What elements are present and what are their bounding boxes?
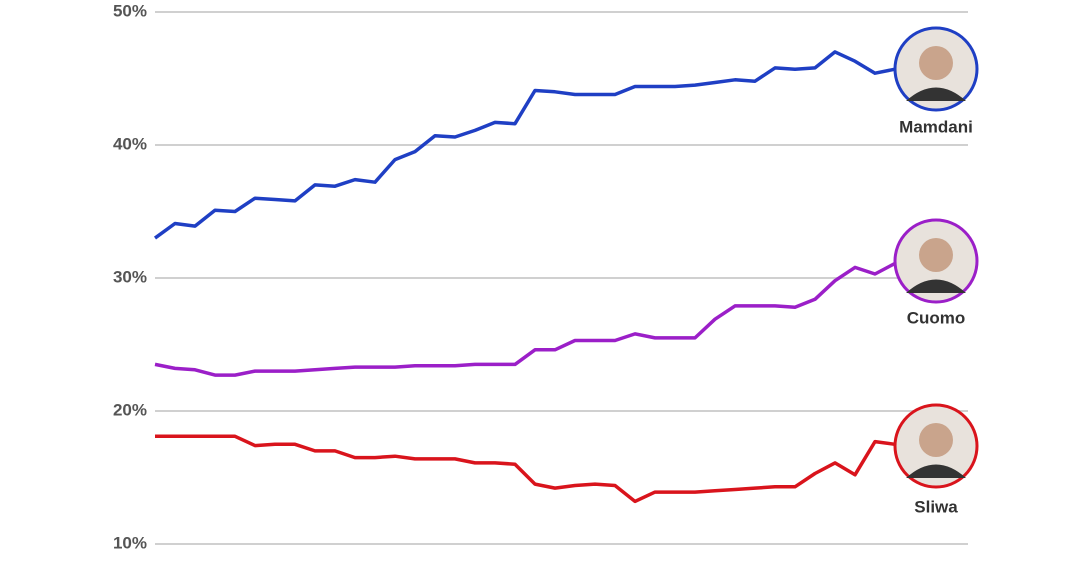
y-tick-label: 20% <box>113 400 147 419</box>
series-line <box>153 50 896 240</box>
series-line <box>155 434 896 504</box>
series-label: Sliwa <box>914 497 958 516</box>
avatar-head <box>919 423 953 457</box>
avatar-head <box>919 46 953 80</box>
series-line <box>154 261 896 377</box>
y-tick-label: 40% <box>113 134 147 153</box>
avatar-body <box>906 464 966 478</box>
series-label: Mamdani <box>899 117 973 136</box>
avatar-body <box>906 87 966 101</box>
avatar-head <box>919 238 953 272</box>
y-tick-label: 30% <box>113 267 147 286</box>
series-label: Cuomo <box>907 308 966 327</box>
y-tick-label: 10% <box>113 533 147 552</box>
y-tick-label: 50% <box>113 1 147 20</box>
avatar-body <box>906 279 966 293</box>
